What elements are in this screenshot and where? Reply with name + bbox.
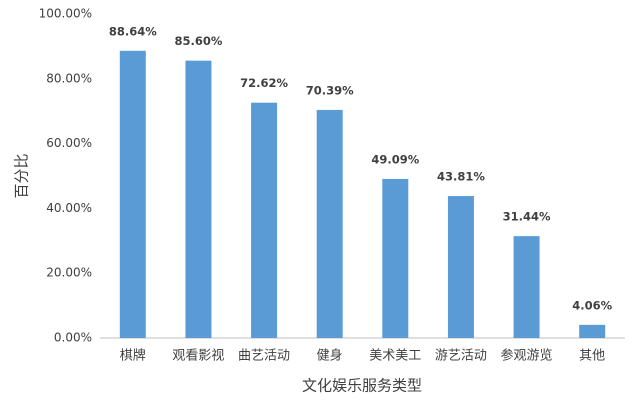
bar — [447, 196, 474, 338]
value-label: 43.81% — [437, 170, 485, 184]
x-tick-label: 观看影视 — [172, 348, 224, 364]
x-tick-label: 其他 — [579, 349, 605, 364]
y-tick-label: 20.00% — [46, 266, 92, 280]
value-label: 88.64% — [109, 24, 157, 38]
bar — [119, 50, 146, 339]
value-label: 85.60% — [174, 34, 222, 48]
x-tick-label: 参观游览 — [501, 348, 553, 364]
bar — [382, 178, 409, 338]
value-label: 4.06% — [572, 298, 612, 312]
x-tick-label: 游艺活动 — [435, 349, 487, 364]
x-axis-title: 文化娱乐服务类型 — [302, 377, 422, 395]
x-tick-label: 棋牌 — [120, 348, 146, 364]
bar — [185, 60, 212, 338]
bar — [251, 102, 278, 338]
bar — [579, 324, 606, 338]
y-tick-label: 100.00% — [39, 7, 92, 21]
value-label: 72.62% — [240, 76, 288, 90]
x-tick-label: 健身 — [317, 348, 343, 364]
y-tick-label: 40.00% — [46, 201, 92, 215]
y-tick-label: 0.00% — [54, 331, 92, 345]
bar — [316, 109, 343, 338]
bar — [513, 236, 540, 338]
y-tick-label: 60.00% — [46, 136, 92, 150]
value-label: 31.44% — [503, 210, 551, 224]
y-tick-label: 80.00% — [46, 71, 92, 85]
x-tick-label: 美术美工 — [369, 349, 421, 364]
y-axis-title: 百分比 — [13, 153, 31, 198]
x-tick-label: 曲艺活动 — [238, 349, 290, 364]
value-label: 49.09% — [371, 152, 419, 166]
value-label: 70.39% — [306, 83, 354, 97]
